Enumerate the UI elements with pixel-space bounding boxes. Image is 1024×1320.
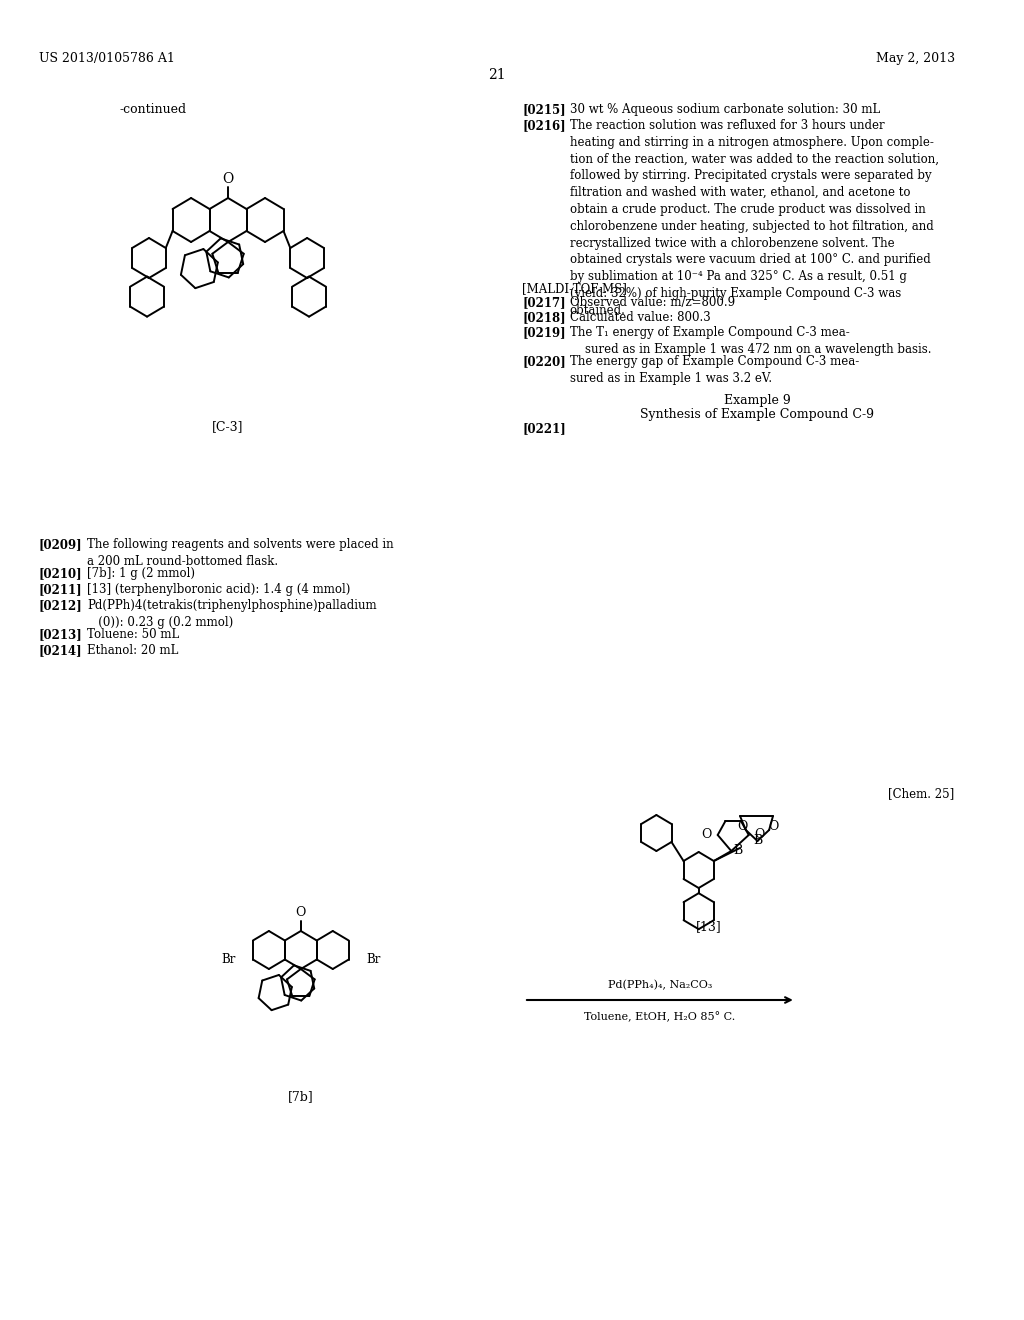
Text: [0213]: [0213] [39, 628, 83, 642]
Text: The following reagents and solvents were placed in
a 200 mL round-bottomed flask: The following reagents and solvents were… [87, 539, 394, 568]
Text: [7b]: [7b] [288, 1090, 313, 1104]
Text: US 2013/0105786 A1: US 2013/0105786 A1 [39, 51, 175, 65]
Text: O: O [719, 809, 728, 822]
Text: The energy gap of Example Compound C-3 mea-
sured as in Example 1 was 3.2 eV.: The energy gap of Example Compound C-3 m… [569, 355, 859, 385]
Text: [0212]: [0212] [39, 599, 83, 612]
Text: [0220]: [0220] [522, 355, 566, 368]
Text: O: O [712, 807, 720, 816]
Text: [MALDI-TOF-MS]: [MALDI-TOF-MS] [522, 282, 627, 294]
Text: [7b]: 1 g (2 mmol): [7b]: 1 g (2 mmol) [87, 568, 196, 579]
Text: O: O [222, 172, 233, 186]
Text: [0216]: [0216] [522, 119, 565, 132]
Text: Pd(PPh)4(tetrakis(triphenylphosphine)palladium
   (0)): 0.23 g (0.2 mmol): Pd(PPh)4(tetrakis(triphenylphosphine)pal… [87, 599, 377, 628]
Text: Calculated value: 800.3: Calculated value: 800.3 [569, 312, 711, 323]
Text: [0221]: [0221] [522, 422, 566, 436]
Text: [0209]: [0209] [39, 539, 83, 550]
Text: The reaction solution was refluxed for 3 hours under
heating and stirring in a n: The reaction solution was refluxed for 3… [569, 119, 939, 317]
Text: 21: 21 [488, 69, 506, 82]
Text: Pd(PPh₄)₄, Na₂CO₃: Pd(PPh₄)₄, Na₂CO₃ [607, 979, 712, 990]
Text: Synthesis of Example Compound C-9: Synthesis of Example Compound C-9 [640, 408, 873, 421]
Text: Br: Br [221, 953, 236, 966]
Text: O: O [748, 799, 756, 808]
Text: [0218]: [0218] [522, 312, 565, 323]
Text: May 2, 2013: May 2, 2013 [876, 51, 954, 65]
Text: B: B [753, 834, 762, 847]
Text: 30 wt % Aqueous sodium carbonate solution: 30 mL: 30 wt % Aqueous sodium carbonate solutio… [569, 103, 880, 116]
Text: [C-3]: [C-3] [212, 420, 244, 433]
Text: O: O [296, 907, 306, 920]
Text: [13] (terphenylboronic acid): 1.4 g (4 mmol): [13] (terphenylboronic acid): 1.4 g (4 m… [87, 583, 350, 597]
Text: [0219]: [0219] [522, 326, 565, 339]
Text: Toluene, EtOH, H₂O 85° C.: Toluene, EtOH, H₂O 85° C. [585, 1012, 735, 1023]
Text: -continued: -continued [120, 103, 187, 116]
Text: B: B [733, 845, 742, 858]
Text: Example 9: Example 9 [724, 393, 791, 407]
Text: The T₁ energy of Example Compound C-3 mea-
    sured as in Example 1 was 472 nm : The T₁ energy of Example Compound C-3 me… [569, 326, 931, 356]
Text: O: O [701, 829, 712, 842]
Text: [0217]: [0217] [522, 296, 565, 309]
Text: O: O [768, 820, 778, 833]
Text: [0214]: [0214] [39, 644, 83, 657]
Text: Br: Br [367, 953, 381, 966]
Text: [0215]: [0215] [522, 103, 565, 116]
Text: [0211]: [0211] [39, 583, 83, 597]
Text: O: O [755, 829, 765, 842]
Text: [Chem. 25]: [Chem. 25] [888, 787, 954, 800]
Text: Ethanol: 20 mL: Ethanol: 20 mL [87, 644, 179, 657]
Text: [0210]: [0210] [39, 568, 83, 579]
Text: [13]: [13] [695, 920, 721, 933]
Text: Toluene: 50 mL: Toluene: 50 mL [87, 628, 179, 642]
Text: O: O [736, 820, 748, 833]
Text: Observed value: m/z=800.9: Observed value: m/z=800.9 [569, 296, 735, 309]
